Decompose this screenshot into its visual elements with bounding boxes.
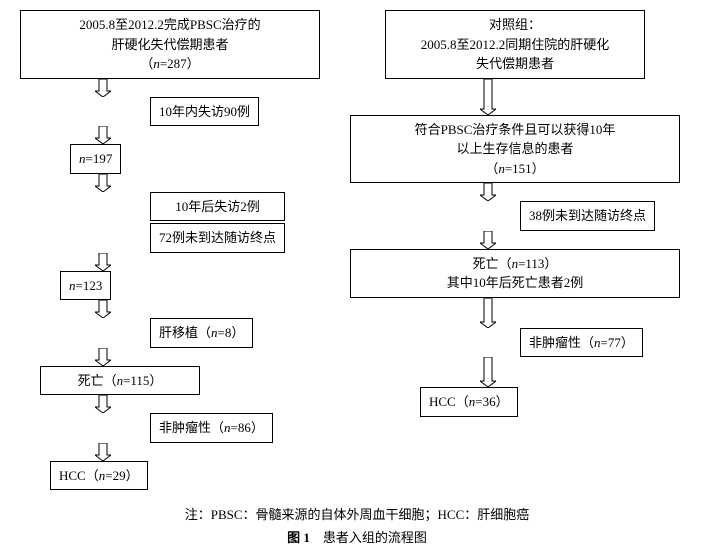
arrow [350, 357, 680, 387]
arrow [350, 79, 680, 115]
left-side-2b: 72例未到达随访终点 [150, 223, 285, 253]
text: （n=287） [29, 54, 311, 74]
left-box-2: n=197 [70, 144, 121, 174]
arrow [20, 79, 320, 97]
left-box-4: 死亡（n=115） [40, 366, 200, 396]
left-side-pair: 10年后失访2例 72例未到达随访终点 [150, 192, 285, 253]
left-box-3: n=123 [60, 271, 111, 301]
arrow [20, 126, 320, 144]
left-side-3: 肝移植（n=8） [150, 318, 253, 348]
text: 以上生存信息的患者 [359, 139, 671, 159]
figure-footer: 注：PBSC：骨髓来源的自体外周血干细胞；HCC：肝细胞癌 图 1 患者入组的流… [0, 495, 714, 560]
text: 失代偿期患者 [394, 54, 636, 74]
left-side-2a: 10年后失访2例 [150, 192, 285, 222]
text: 死亡（n=113） [359, 254, 671, 274]
arrow [20, 395, 320, 413]
left-box-1: 2005.8至2012.2完成PBSC治疗的 肝硬化失代偿期患者 （n=287） [20, 10, 320, 79]
arrow [20, 253, 320, 271]
text: 其中10年后死亡患者2例 [359, 273, 671, 293]
left-column: 2005.8至2012.2完成PBSC治疗的 肝硬化失代偿期患者 （n=287）… [20, 10, 320, 490]
left-side-1: 10年内失访90例 [150, 97, 259, 127]
text: 肝硬化失代偿期患者 [29, 35, 311, 55]
footnote: 注：PBSC：骨髓来源的自体外周血干细胞；HCC：肝细胞癌 [0, 503, 714, 526]
left-box-5: HCC（n=29） [50, 461, 148, 491]
text: （n=151） [359, 159, 671, 179]
text: 对照组： [394, 15, 636, 35]
right-side-2: 38例未到达随访终点 [520, 201, 655, 231]
flowchart-container: 2005.8至2012.2完成PBSC治疗的 肝硬化失代偿期患者 （n=287）… [0, 0, 714, 495]
arrow [350, 183, 680, 201]
right-box-1: 对照组： 2005.8至2012.2同期住院的肝硬化 失代偿期患者 [385, 10, 645, 79]
right-column: 对照组： 2005.8至2012.2同期住院的肝硬化 失代偿期患者 符合PBSC… [350, 10, 680, 490]
right-side-3: 非肿瘤性（n=77） [520, 328, 643, 358]
figure-caption: 图 1 患者入组的流程图 [0, 526, 714, 549]
arrow [350, 298, 680, 328]
arrow [20, 174, 320, 192]
left-side-4: 非肿瘤性（n=86） [150, 413, 273, 443]
arrow [20, 348, 320, 366]
right-box-2: 符合PBSC治疗条件且可以获得10年 以上生存信息的患者 （n=151） [350, 115, 680, 184]
figure-label: 图 1 [287, 530, 310, 545]
right-box-3: 死亡（n=113） 其中10年后死亡患者2例 [350, 249, 680, 298]
right-box-4: HCC（n=36） [420, 387, 518, 417]
arrow [350, 231, 680, 249]
text: 2005.8至2012.2完成PBSC治疗的 [29, 15, 311, 35]
arrow [20, 443, 320, 461]
text: 符合PBSC治疗条件且可以获得10年 [359, 120, 671, 140]
text: 2005.8至2012.2同期住院的肝硬化 [394, 35, 636, 55]
arrow [20, 300, 320, 318]
figure-title: 患者入组的流程图 [323, 530, 427, 545]
